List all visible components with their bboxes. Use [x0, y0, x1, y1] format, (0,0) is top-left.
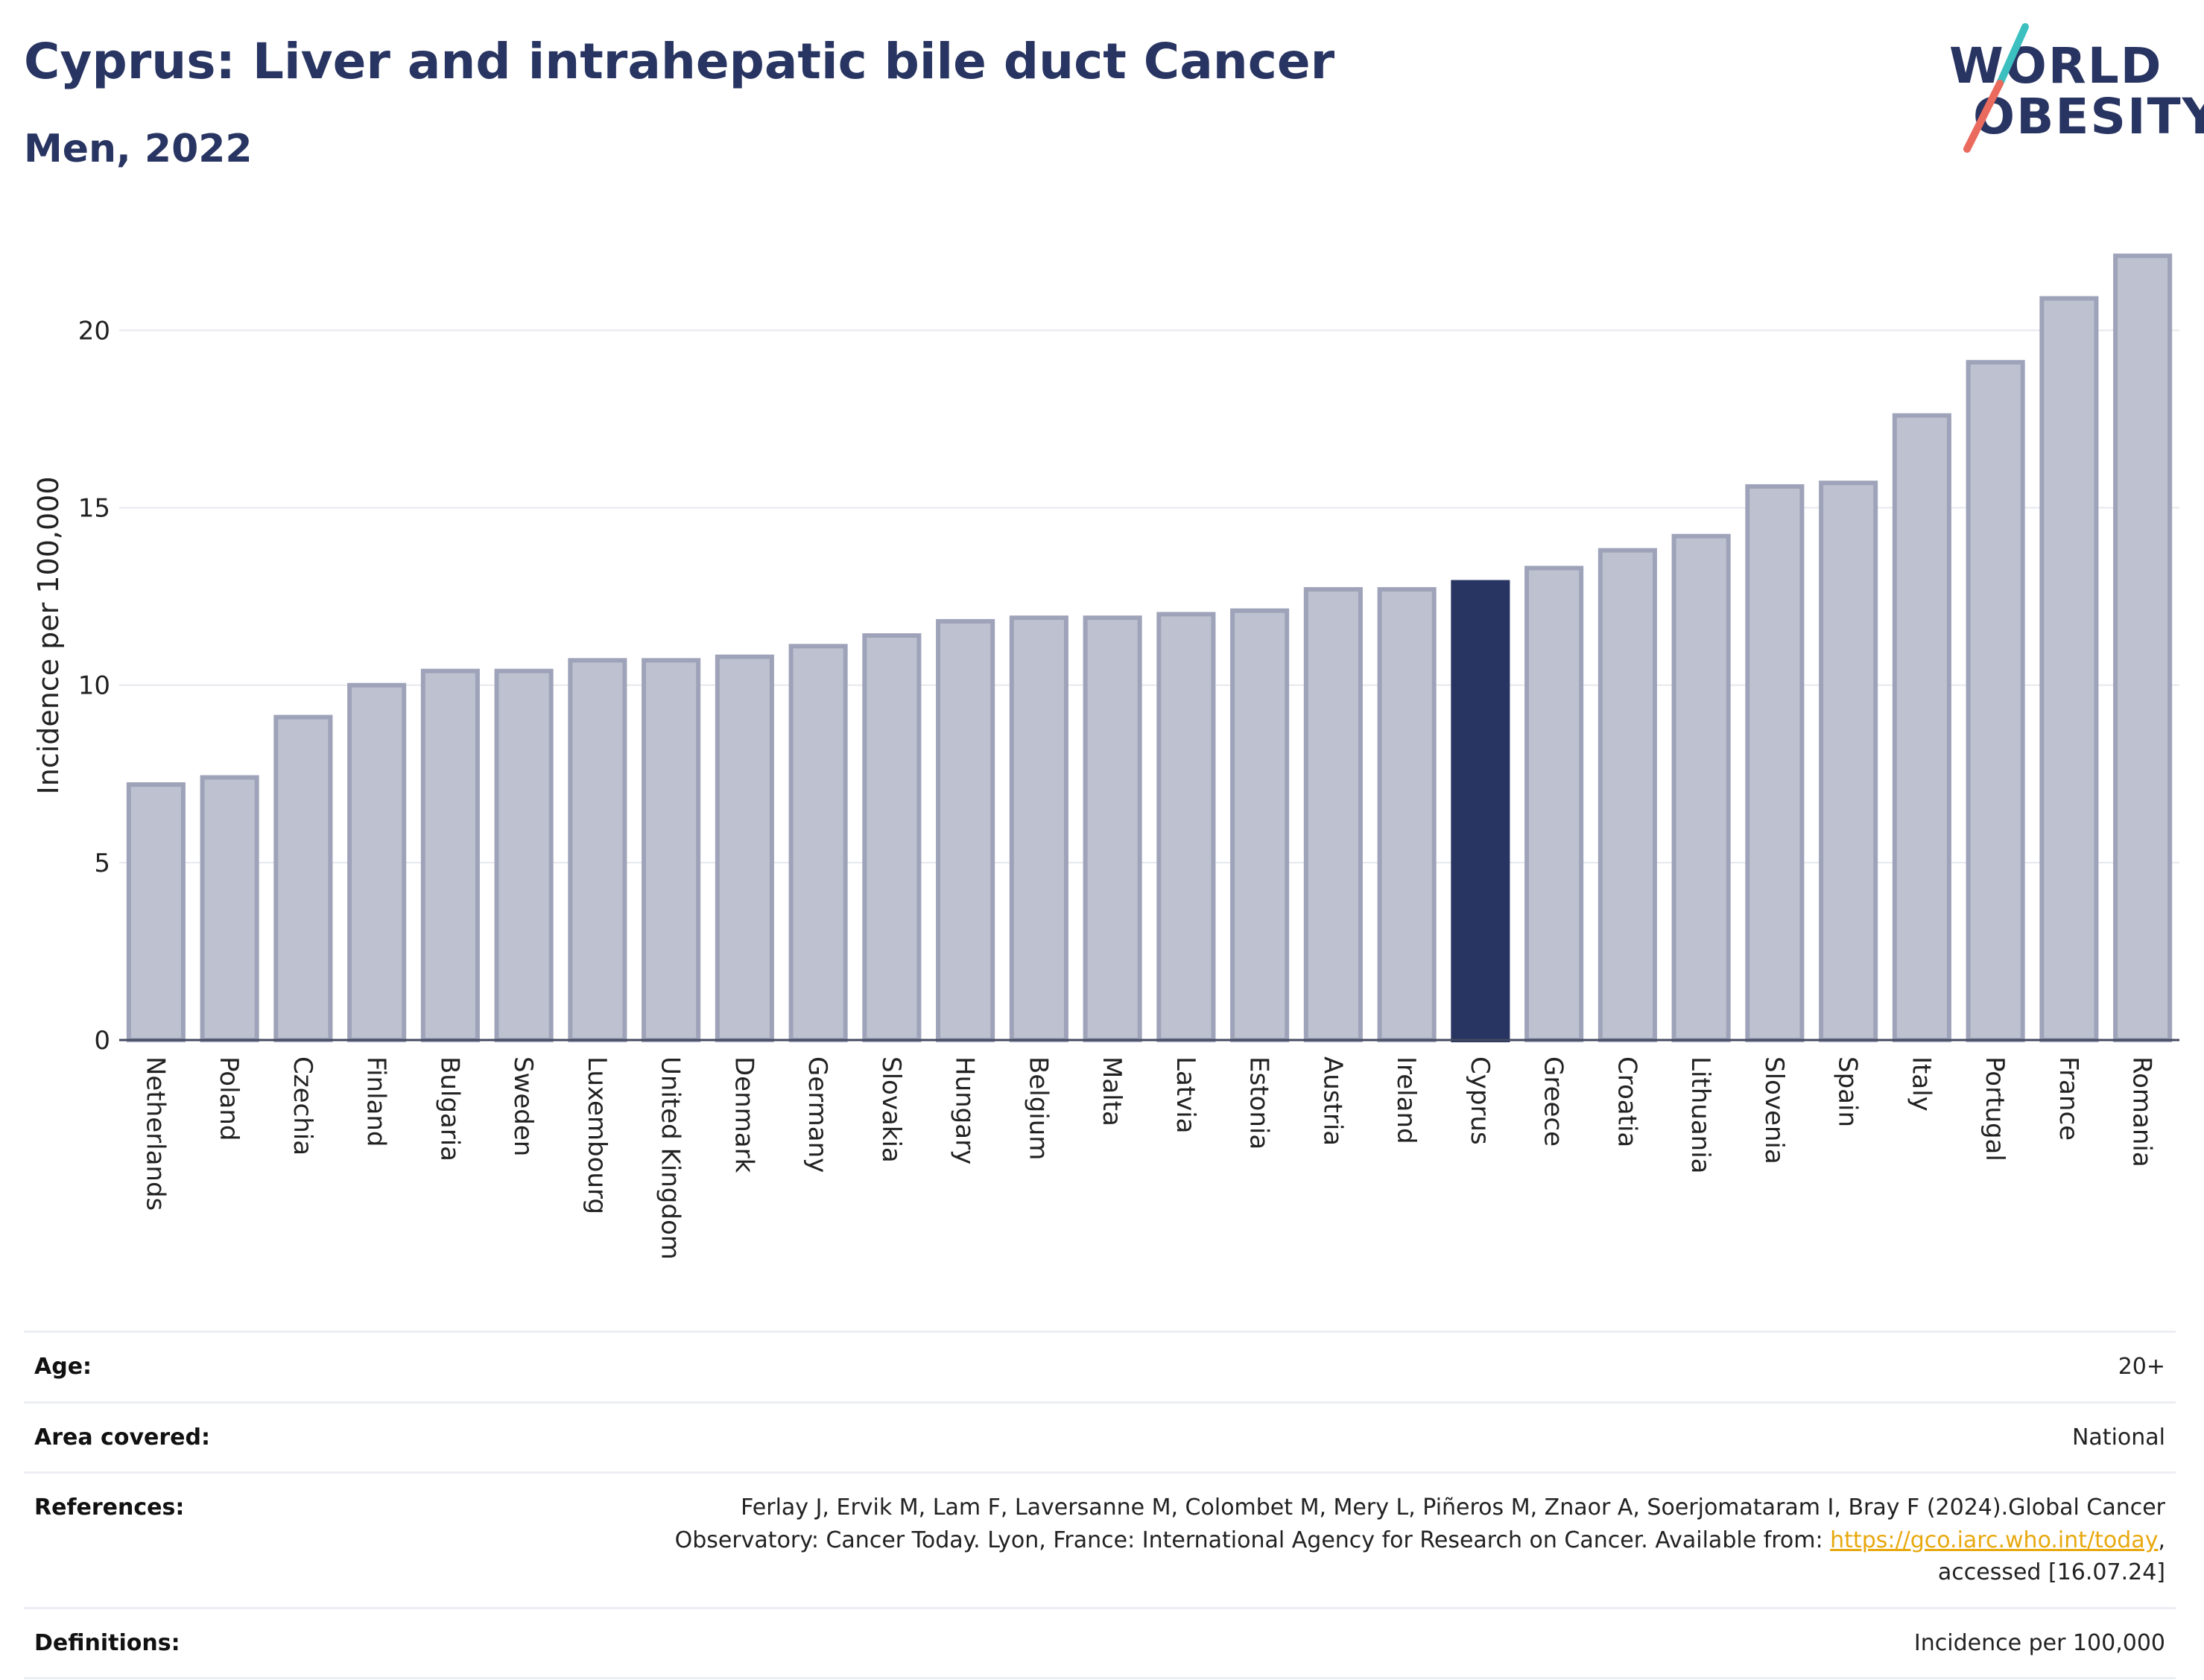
bar-romania [2113, 253, 2173, 1042]
y-axis-label: Incidence per 100,000 [32, 476, 65, 794]
info-row-references: References: Ferlay J, Ervik M, Lam F, La… [24, 1471, 2176, 1609]
world-obesity-logo: WORLD OBESITY [1937, 21, 2204, 162]
x-tick-label: Austria [1317, 1056, 1347, 1146]
x-tick-label: Slovenia [1759, 1056, 1789, 1164]
x-tick-label: Cyprus [1465, 1056, 1495, 1145]
bar-bulgaria [420, 668, 480, 1042]
chart-title: Cyprus: Liver and intrahepatic bile duct… [24, 33, 1335, 90]
bar-lithuania [1671, 533, 1731, 1042]
x-tick-label: Portugal [1980, 1056, 2010, 1161]
x-tick-label: Poland [214, 1056, 244, 1141]
info-row-definitions: Definitions: Incidence per 100,000 [24, 1606, 2176, 1679]
bar-latvia [1156, 612, 1216, 1042]
x-tick-label: Ireland [1391, 1056, 1421, 1144]
bar-estonia [1230, 608, 1290, 1042]
definitions-value: Incidence per 100,000 [432, 1606, 2176, 1679]
references-label: References: [24, 1471, 432, 1609]
area-label: Area covered: [24, 1401, 432, 1474]
info-row-area: Area covered: National [24, 1401, 2176, 1474]
bar-denmark [715, 654, 774, 1042]
bar-sweden [494, 668, 554, 1042]
x-tick-label: Italy [1906, 1056, 1936, 1112]
bar-chart: 0 5 10 15 20 Incidence per 100,000 Netherlands… [32, 253, 2179, 1260]
bar-ireland [1377, 587, 1437, 1042]
bar-germany [788, 644, 848, 1042]
bar-luxembourg [568, 658, 627, 1042]
area-value: National [432, 1401, 2176, 1474]
x-tick-label: Spain [1833, 1056, 1863, 1127]
x-tick-label: Lithuania [1685, 1056, 1715, 1173]
bar-portugal [1966, 360, 2025, 1043]
age-label: Age: [24, 1331, 432, 1404]
bar-poland [200, 775, 259, 1042]
x-tick-label: Malta [1097, 1056, 1127, 1126]
bar-greece [1524, 565, 1584, 1042]
x-tick-label: Finland [361, 1056, 391, 1147]
references-line2-suffix: , [2158, 1527, 2165, 1553]
info-table: Age: 20+ Area covered: National Referenc… [24, 1331, 2176, 1679]
bar-united-kingdom [642, 658, 701, 1042]
bar-malta [1083, 615, 1142, 1042]
x-tick-label: Latvia [1171, 1056, 1200, 1134]
x-tick-label: United Kingdom [656, 1056, 685, 1260]
y-tick-label: 20 [78, 316, 110, 346]
bar-slovakia [862, 633, 922, 1042]
bar-slovenia [1745, 484, 1805, 1042]
x-tick-label: Luxembourg [582, 1056, 612, 1214]
logo-text-obesity: OBESITY [1973, 88, 2204, 145]
x-tick-label: Sweden [508, 1056, 538, 1156]
x-tick-label: Netherlands [140, 1056, 170, 1211]
logo-slash-icon [1963, 23, 2029, 153]
x-tick-label: Romania [2127, 1056, 2157, 1167]
references-line2-prefix: Observatory: Cancer Today. Lyon, France:… [674, 1527, 1831, 1553]
logo-text-world: WORLD [1949, 37, 2163, 95]
info-row-age: Age: 20+ [24, 1331, 2176, 1404]
bar-italy [1892, 413, 1951, 1042]
y-tick-label: 10 [78, 671, 110, 701]
y-tick-label: 15 [78, 494, 110, 524]
x-tick-label: Hungary [950, 1056, 980, 1164]
chart-subtitle: Men, 2022 [24, 127, 253, 171]
bar-netherlands [126, 782, 186, 1042]
references-value: Ferlay J, Ervik M, Lam F, Laversanne M, … [432, 1471, 2176, 1609]
bar-austria [1303, 587, 1363, 1042]
x-tick-label: France [2053, 1056, 2083, 1141]
x-tick-label: Denmark [729, 1056, 759, 1173]
age-value: 20+ [432, 1331, 2176, 1404]
y-tick-label: 0 [94, 1026, 110, 1056]
bar-belgium [1009, 615, 1068, 1042]
bar-finland [347, 682, 407, 1042]
x-tick-label: Slovakia [876, 1056, 906, 1163]
x-tick-label: Greece [1539, 1056, 1568, 1147]
bar-cyprus [1451, 580, 1510, 1042]
bar-spain [1819, 481, 1878, 1042]
definitions-label: Definitions: [24, 1606, 432, 1679]
x-tick-label: Estonia [1244, 1056, 1274, 1150]
x-tick-label: Croatia [1612, 1056, 1641, 1147]
x-tick-label: Germany [802, 1056, 832, 1173]
x-tick-label: Czechia [288, 1056, 317, 1156]
bar-croatia [1597, 548, 1657, 1042]
y-tick-label: 5 [94, 849, 110, 878]
x-tick-label: Bulgaria [434, 1056, 464, 1161]
x-tick-label: Belgium [1023, 1056, 1053, 1160]
bar-france [2039, 296, 2099, 1042]
references-link[interactable]: https://gco.iarc.who.int/today [1830, 1527, 2159, 1553]
references-line3: accessed [16.07.24] [1937, 1559, 2165, 1585]
bar-hungary [936, 618, 995, 1042]
bar-czechia [273, 714, 333, 1042]
references-line1: Ferlay J, Ervik M, Lam F, Laversanne M, … [741, 1494, 2165, 1521]
